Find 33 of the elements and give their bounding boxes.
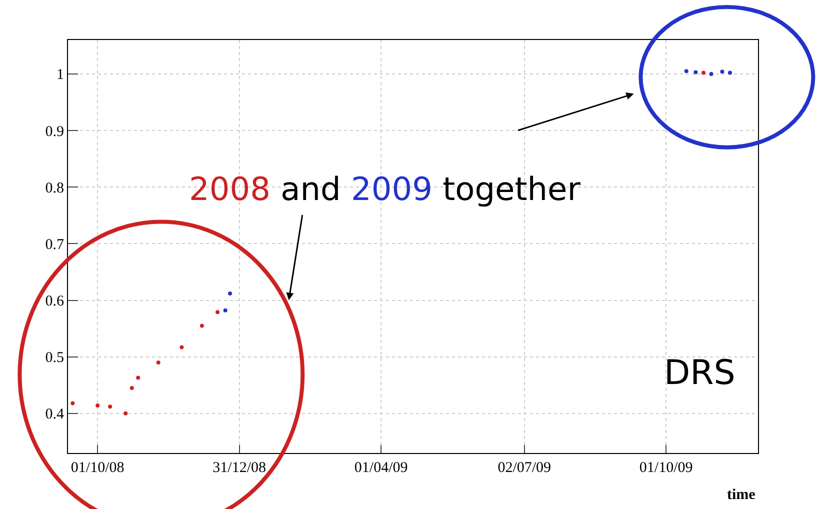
x-tick-label: 01/10/08 [70,460,124,476]
point [694,70,698,74]
point [223,308,228,312]
x-tick-label: 01/10/09 [639,460,693,476]
x-axis-title: time [727,487,756,503]
point [136,376,140,380]
y-tick-label: 0.4 [45,406,64,423]
point [108,404,112,409]
y-tick-label: 0.7 [45,236,64,253]
y-tick-label: 0.6 [45,294,64,310]
x-tick-label: 31/12/08 [212,460,266,476]
y-tick-label: 0.9 [45,124,64,140]
y-tick-label: 1 [56,67,64,84]
annotation: DRS [664,353,736,393]
point [124,411,128,416]
point [216,310,220,314]
point [156,360,160,364]
x-tick-label: 01/04/09 [354,460,408,476]
point [709,72,714,76]
point [180,345,184,350]
annotation: 2008 and 2009 together [189,170,582,208]
y-tick-label: 0.8 [45,180,64,196]
point [130,386,134,390]
point [701,70,706,75]
point [200,324,204,328]
point [70,401,75,406]
y-tick-label: 0.5 [45,350,64,366]
point [228,291,232,296]
point [684,69,688,74]
point [728,70,732,75]
x-tick-label: 02/07/09 [498,460,552,476]
point [96,403,100,408]
point [720,70,724,74]
